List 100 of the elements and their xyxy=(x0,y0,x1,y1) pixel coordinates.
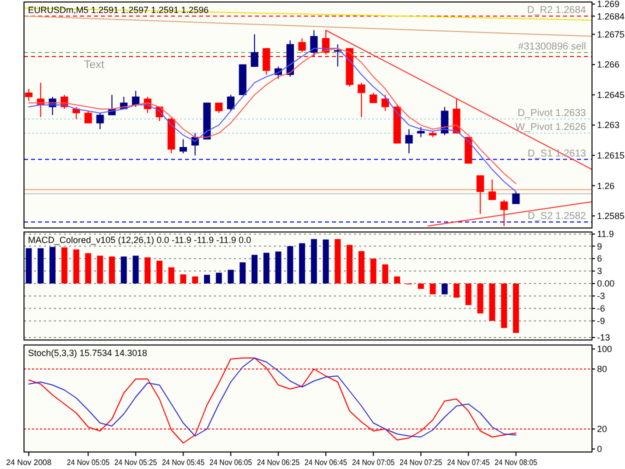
candlestick xyxy=(298,38,306,53)
candlestick xyxy=(381,94,389,112)
candlestick xyxy=(25,88,33,102)
y-tick-label: 9 xyxy=(597,241,602,252)
bar xyxy=(382,264,388,284)
bar xyxy=(299,243,306,284)
x-tick-label: 24 Nov 06:45 xyxy=(304,458,352,467)
candlestick xyxy=(132,90,140,108)
x-tick-label: 24 Nov 05:05 xyxy=(66,458,114,467)
bar xyxy=(322,239,329,284)
candlestick xyxy=(215,102,223,114)
y-tick-label: 1.263 xyxy=(597,120,620,130)
y-tick-label: -6 xyxy=(597,304,606,314)
bar xyxy=(26,248,32,284)
bar xyxy=(263,252,270,284)
annotation: Text xyxy=(84,59,104,71)
y-tick-label: -13 xyxy=(597,332,610,343)
candlestick xyxy=(370,92,378,104)
candlestick xyxy=(84,110,92,124)
bar xyxy=(61,247,68,284)
chart-title: MACD_Colored_v105 (12,26,1) 0.0 -11.9 -11.9 -11.9 0.0 xyxy=(28,235,252,245)
bar xyxy=(228,270,234,284)
y-tick-label: 20 xyxy=(597,424,608,434)
y-tick-label: -9 xyxy=(597,316,606,326)
y-tick-label: 1.2645 xyxy=(597,90,625,100)
candlestick xyxy=(334,44,342,68)
x-tick-label: 24 Nov 05:45 xyxy=(162,458,210,467)
bar xyxy=(132,256,139,284)
bar xyxy=(512,284,519,333)
candlestick xyxy=(488,179,496,200)
bar xyxy=(97,256,104,284)
ref-line-label: W_Pivot 1.2626 xyxy=(515,122,586,134)
candlestick xyxy=(310,30,318,57)
bar xyxy=(156,260,162,284)
bar xyxy=(108,256,115,284)
candlestick xyxy=(512,191,520,204)
candlestick xyxy=(417,126,425,138)
ref-line-label: D_Pivot 1.2633 xyxy=(518,108,586,120)
candlestick xyxy=(72,106,80,120)
y-tick-label: 1.2675 xyxy=(597,29,625,40)
bar xyxy=(370,258,376,284)
bar xyxy=(50,246,56,284)
bar xyxy=(501,284,508,328)
y-tick-label: 0 xyxy=(597,444,602,454)
bar xyxy=(144,257,151,284)
candlestick xyxy=(227,94,235,112)
candlestick xyxy=(500,199,508,226)
bar xyxy=(346,244,353,284)
candlestick xyxy=(405,128,413,154)
candlestick xyxy=(96,112,104,130)
bar xyxy=(334,239,341,284)
bar xyxy=(394,276,400,284)
y-tick-label: 1.2615 xyxy=(597,150,625,161)
bar xyxy=(216,272,222,284)
x-tick-label: 24 Nov 07:25 xyxy=(400,458,448,467)
bar xyxy=(358,251,364,284)
x-tick-label: 24 Nov 06:25 xyxy=(257,458,305,467)
bar xyxy=(418,284,424,289)
candlestick xyxy=(358,82,366,118)
y-tick-label: 1.2585 xyxy=(597,211,625,222)
x-tick-label: 24 Nov 06:05 xyxy=(209,458,258,467)
bar xyxy=(240,262,246,284)
bar xyxy=(454,284,460,298)
bar xyxy=(275,252,282,284)
candlestick xyxy=(476,175,484,214)
chart-title: Stoch(5,3,3) 15.7534 14.3018 xyxy=(28,348,148,358)
bar xyxy=(489,284,496,321)
x-tick-label: 24 Nov 08:05 xyxy=(494,458,542,467)
candlestick xyxy=(179,138,187,154)
y-tick-label: 11.9 xyxy=(597,229,614,240)
y-tick-label: 100 xyxy=(597,344,612,354)
x-tick-label: 24 Nov 05:25 xyxy=(114,458,162,467)
bar xyxy=(465,284,472,306)
x-tick-label: 24 Nov 07:05 xyxy=(352,458,400,467)
y-tick-label: 1.266 xyxy=(597,60,620,70)
ref-line-label: #31300896 sell xyxy=(518,41,586,52)
y-tick-label: -3 xyxy=(597,291,606,302)
bar xyxy=(477,284,484,314)
x-tick-label: 24 Nov 07:45 xyxy=(447,458,495,467)
bar xyxy=(252,254,258,284)
y-tick-label: 1.269 xyxy=(597,0,620,10)
y-tick-label: 6 xyxy=(597,254,602,264)
bar xyxy=(192,276,198,284)
ref-line-label: D_R2 1.2684 xyxy=(527,5,586,16)
candlestick xyxy=(250,34,258,68)
y-tick-label: 3 xyxy=(597,266,602,276)
bar xyxy=(430,284,436,294)
y-tick-label: 1.2684 xyxy=(597,11,625,22)
bar xyxy=(442,284,448,294)
y-tick-label: 0.00 xyxy=(597,278,615,289)
y-tick-label: 80 xyxy=(597,364,608,374)
bar xyxy=(204,274,210,284)
bar xyxy=(73,249,80,284)
y-tick-label: 1.26 xyxy=(597,180,615,191)
x-tick-label: 24 Nov 2008 xyxy=(6,458,52,467)
bar xyxy=(287,246,294,284)
bar xyxy=(120,256,127,284)
ref-line-label: D_S2 1.2582 xyxy=(528,210,586,222)
bar xyxy=(310,239,317,284)
bar xyxy=(38,248,44,284)
